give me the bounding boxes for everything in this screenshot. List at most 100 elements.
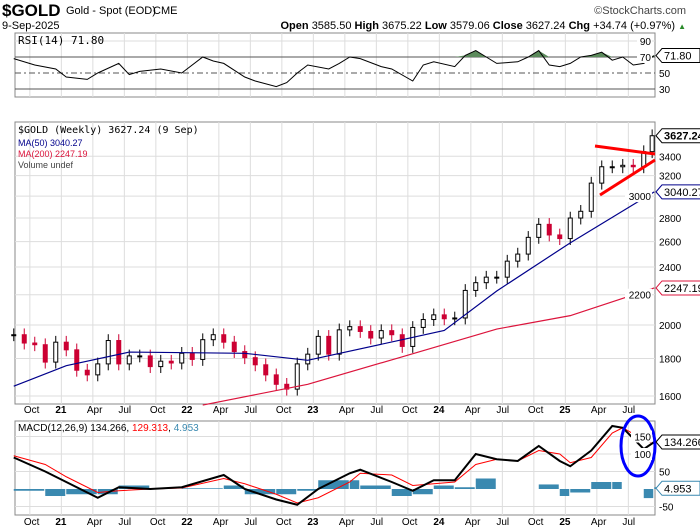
x-tick-label: Oct: [150, 517, 166, 528]
price-candle: [649, 135, 655, 153]
macd-histogram-bar: [412, 489, 433, 495]
macd-histogram-bar: [433, 485, 454, 489]
up-arrow-icon: ▲: [678, 22, 686, 31]
price-candle: [473, 282, 479, 291]
macd-histogram-bar: [591, 482, 612, 489]
macd-histogram-bar: [559, 489, 570, 496]
x-tick-label: 22: [181, 405, 193, 416]
macd-last-label: 134.266: [664, 437, 700, 449]
histogram-last-label-box: [655, 480, 700, 496]
price-candle: [326, 335, 332, 355]
price-candle: [42, 344, 48, 363]
macd-histogram-bar: [297, 489, 318, 491]
histogram-last-label: 4.953: [664, 483, 692, 495]
price-candle: [420, 319, 426, 328]
macd-histogram-bar: [66, 489, 97, 495]
x-tick-label: Oct: [402, 517, 418, 528]
x-tick-label: 24: [433, 405, 445, 416]
macd-histogram-bar: [318, 480, 349, 489]
price-candle: [32, 342, 38, 346]
macd-line: [13, 424, 655, 506]
ma200-line: [202, 287, 655, 406]
price-candle: [494, 276, 500, 279]
rsi-y-tick-bg: [637, 51, 652, 63]
price-candle: [242, 351, 248, 359]
price-candle: [630, 164, 636, 168]
open-label: Open: [280, 20, 309, 32]
x-tick-label: Jul: [496, 405, 509, 416]
price-y-tick: 1600: [659, 392, 682, 403]
x-tick-label: 21: [55, 517, 67, 528]
rsi-y-tick-bg: [637, 35, 652, 47]
x-tick-label: 21: [55, 405, 67, 416]
price-last-label-box: [655, 128, 700, 144]
price-candle: [179, 352, 185, 364]
macd-y-tick: -50: [659, 503, 674, 514]
x-tick-label: 25: [559, 405, 571, 416]
price-y-tick: 3400: [659, 152, 682, 163]
macd-histogram-bar: [612, 482, 622, 489]
price-candle: [137, 355, 143, 358]
panel-frame: [14, 420, 656, 516]
panel-frame: [14, 32, 656, 98]
ma200-last-label-box: [655, 280, 700, 296]
x-tick-label: Apr: [339, 517, 355, 528]
triangle-lower-trendline: [599, 158, 656, 197]
x-tick-label: Jul: [244, 405, 257, 416]
triangle-upper-trendline: [594, 144, 656, 156]
ohlc-summary: Open 3585.50 High 3675.22 Low 3579.06 Cl…: [281, 20, 687, 33]
chg-label: Chg: [568, 20, 590, 32]
price-candle: [336, 329, 342, 355]
symbol: $GOLD: [2, 1, 61, 20]
ma50-line: [13, 191, 655, 387]
price-candle: [252, 357, 258, 366]
price-y-tick: 2000: [659, 321, 682, 332]
price-candle: [525, 236, 531, 255]
price-candle: [378, 330, 384, 339]
price-candle: [347, 326, 353, 331]
macd-histogram-bar: [349, 480, 360, 489]
macd-last-label-box: [655, 434, 700, 450]
security-name: Gold - Spot (EOD): [66, 5, 156, 17]
x-tick-label: Jul: [622, 405, 635, 416]
price-candle: [11, 334, 17, 337]
price-candle: [63, 341, 69, 351]
x-tick-label: 23: [307, 517, 319, 528]
price-candle: [357, 326, 363, 332]
ma50-last-label: 3040.27: [664, 187, 700, 199]
ma200-legend: MA(200) 2247.19: [18, 149, 88, 159]
macd-histogram-bar: [643, 489, 654, 499]
x-tick-label: Apr: [465, 517, 481, 528]
low-label: Low: [424, 20, 447, 32]
price-candle: [620, 164, 626, 168]
price-y-tick: 2600: [659, 238, 682, 249]
price-candle: [557, 234, 563, 240]
high-label: High: [354, 20, 379, 32]
x-tick-label: 24: [433, 517, 445, 528]
price-candle: [221, 334, 227, 343]
macd-legend: MACD(12,26,9) 134.266, 129.313, 4.953: [18, 423, 199, 434]
x-tick-label: Jul: [244, 517, 257, 528]
price-candle: [116, 340, 122, 365]
x-tick-label: Jul: [370, 405, 383, 416]
price-candle: [368, 330, 374, 339]
x-tick-label: Jul: [622, 517, 635, 528]
x-tick-label: Oct: [528, 405, 544, 416]
x-tick-label: Oct: [24, 517, 40, 528]
price-candle: [567, 217, 573, 240]
price-y-tick-bg: [625, 190, 652, 203]
price-candle: [273, 374, 279, 385]
rsi-last-label-box: [655, 48, 700, 64]
price-y-tick: 2800: [659, 214, 682, 225]
macd-histogram-bar: [223, 485, 244, 489]
price-y-tick: 1800: [659, 355, 682, 366]
price-candle: [294, 363, 300, 390]
macd-histogram-bar: [475, 478, 496, 489]
macd-histogram-bar: [360, 485, 391, 489]
chg-value: +34.74 (+0.97%): [593, 20, 676, 32]
x-tick-label: Oct: [528, 517, 544, 528]
price-candle: [231, 341, 237, 353]
price-candle: [515, 253, 521, 262]
